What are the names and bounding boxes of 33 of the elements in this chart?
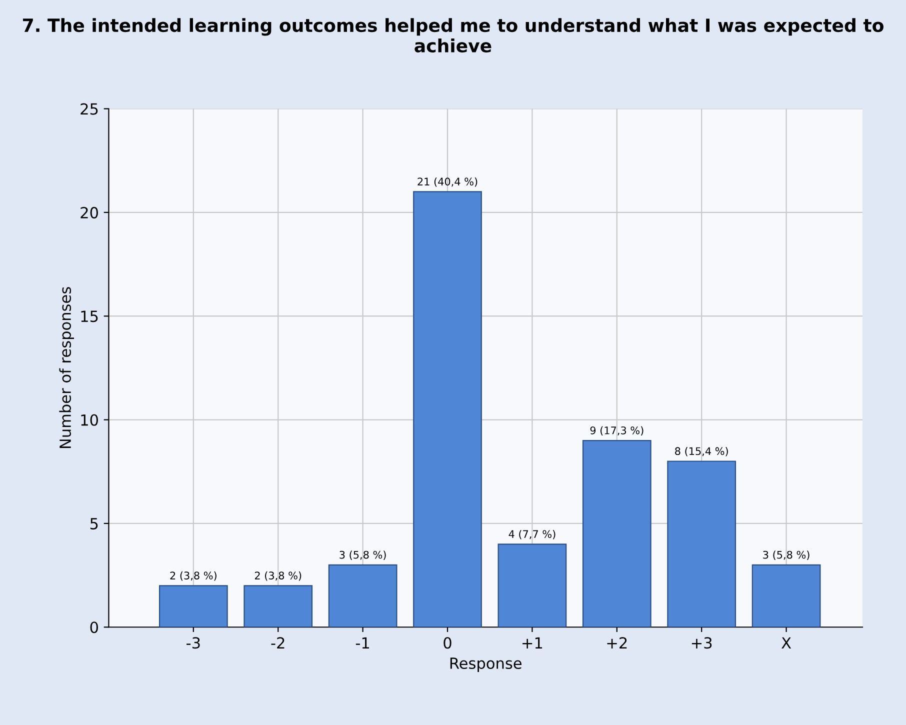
- bar: [328, 564, 398, 628]
- bar: [498, 544, 567, 628]
- data-label: 4 (7,7 %): [508, 530, 556, 540]
- y-tick-label: 15: [81, 310, 98, 322]
- y-tick-label: 25: [80, 103, 98, 115]
- chart-title: 7. The intended learning outcomes helped me to understand what I was expected to achieve: [22, 18, 884, 52]
- data-label: 21 (40,4 %): [418, 177, 478, 187]
- data-label: 2 (3,8 %): [170, 571, 216, 581]
- x-tick-label: -3: [186, 637, 200, 649]
- x-tick-label: -2: [271, 637, 284, 648]
- y-tick-label: 10: [81, 414, 98, 426]
- y-axis-title: Number of responses: [59, 287, 74, 448]
- y-tick-label: 5: [90, 518, 98, 530]
- x-axis-title: Response: [450, 658, 522, 672]
- data-label: 8 (15,4 %): [675, 447, 728, 456]
- bar: [752, 564, 821, 628]
- x-tick-label: -1: [356, 637, 370, 648]
- bar: [158, 585, 228, 628]
- bar: [667, 460, 736, 628]
- data-label: 9 (17,3 %): [590, 426, 644, 436]
- data-label: 2 (3,8 %): [254, 571, 302, 581]
- bar: [582, 440, 652, 628]
- x-tick-label: 0: [444, 637, 452, 649]
- bar: [413, 191, 482, 628]
- x-tick-label: +1: [522, 637, 542, 648]
- bar: [244, 585, 313, 628]
- x-tick-label: +3: [692, 637, 712, 649]
- y-tick-label: 0: [90, 622, 98, 634]
- y-tick-label: 20: [80, 206, 98, 218]
- x-tick-label: X: [782, 637, 792, 648]
- data-label: 3 (5,8 %): [763, 550, 810, 560]
- x-tick-label: +2: [607, 637, 627, 648]
- data-label: 3 (5,8 %): [340, 550, 386, 560]
